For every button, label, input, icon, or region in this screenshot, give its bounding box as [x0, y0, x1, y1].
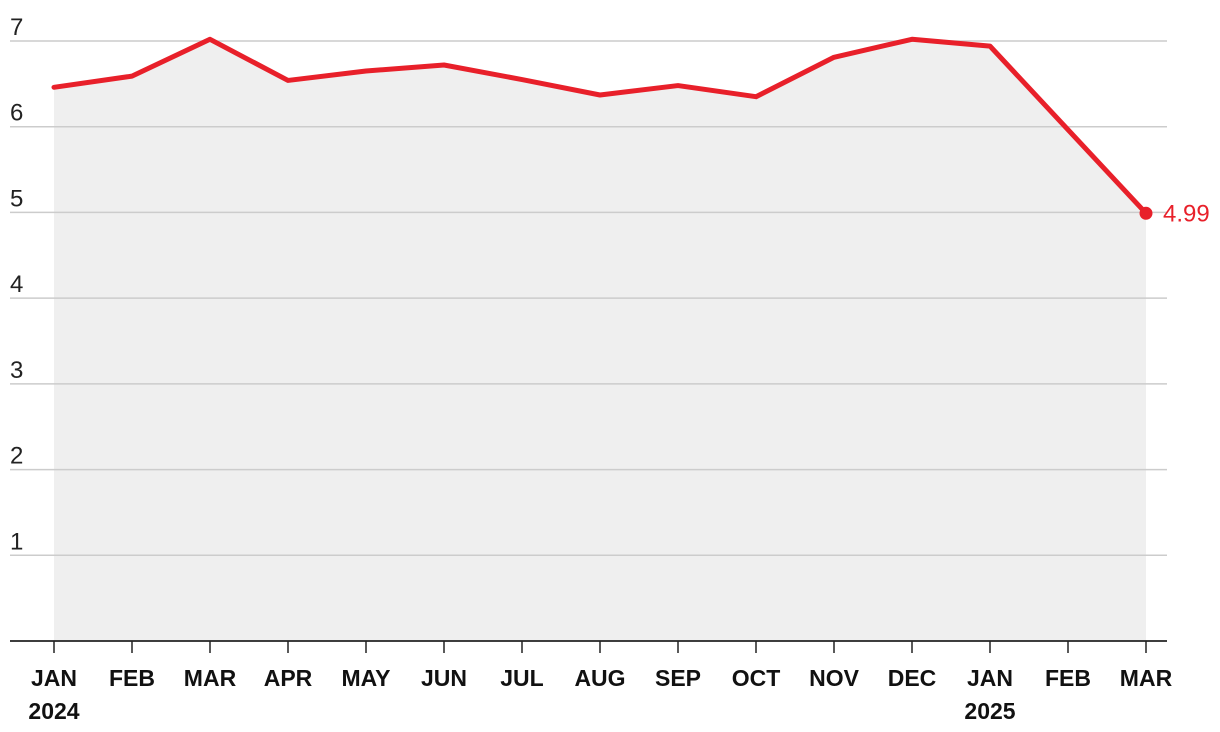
- x-tick-label: FEB: [1045, 665, 1091, 691]
- y-tick-label: 6: [10, 100, 23, 127]
- x-tick-label: SEP: [655, 665, 701, 691]
- y-tick-label: 7: [10, 14, 23, 41]
- end-point-marker: [1139, 206, 1153, 220]
- x-tick-label: JAN: [31, 665, 77, 691]
- area-fill-layer: [54, 39, 1146, 642]
- x-tick-label: MAY: [342, 665, 391, 691]
- x-tick-label: APR: [264, 665, 313, 691]
- area-fill: [54, 39, 1146, 642]
- x-tick-label: MAR: [184, 665, 237, 691]
- x-axis: JAN 2024 FEB MAR APR MAY JUN JUL AUG SEP OCT NOV DEC…: [10, 640, 1173, 724]
- x-tick-label: JAN: [967, 665, 1013, 691]
- y-axis-tick-labels: 1 2 3 4 5 6 7: [10, 14, 23, 555]
- x-tick-year-label: 2024: [28, 698, 79, 724]
- y-tick-label: 5: [10, 185, 23, 212]
- series-line-layer: [51, 36, 1153, 220]
- y-tick-label: 2: [10, 443, 23, 470]
- x-tick-label: OCT: [732, 665, 781, 691]
- y-tick-label: 3: [10, 357, 23, 384]
- x-tick-label: FEB: [109, 665, 155, 691]
- x-tick-label: DEC: [888, 665, 937, 691]
- x-tick-label: NOV: [809, 665, 860, 691]
- x-tick-year-label: 2025: [964, 698, 1015, 724]
- x-tick-label: AUG: [574, 665, 625, 691]
- x-tick-label: JUN: [421, 665, 467, 691]
- x-tick-label: MAR: [1120, 665, 1173, 691]
- y-tick-label: 4: [10, 271, 23, 298]
- y-tick-label: 1: [10, 528, 23, 555]
- end-label-layer: 4.99: [1163, 200, 1210, 227]
- end-value-label: 4.99: [1163, 200, 1210, 227]
- x-tick-label: JUL: [500, 665, 543, 691]
- series-line: [51, 36, 1149, 216]
